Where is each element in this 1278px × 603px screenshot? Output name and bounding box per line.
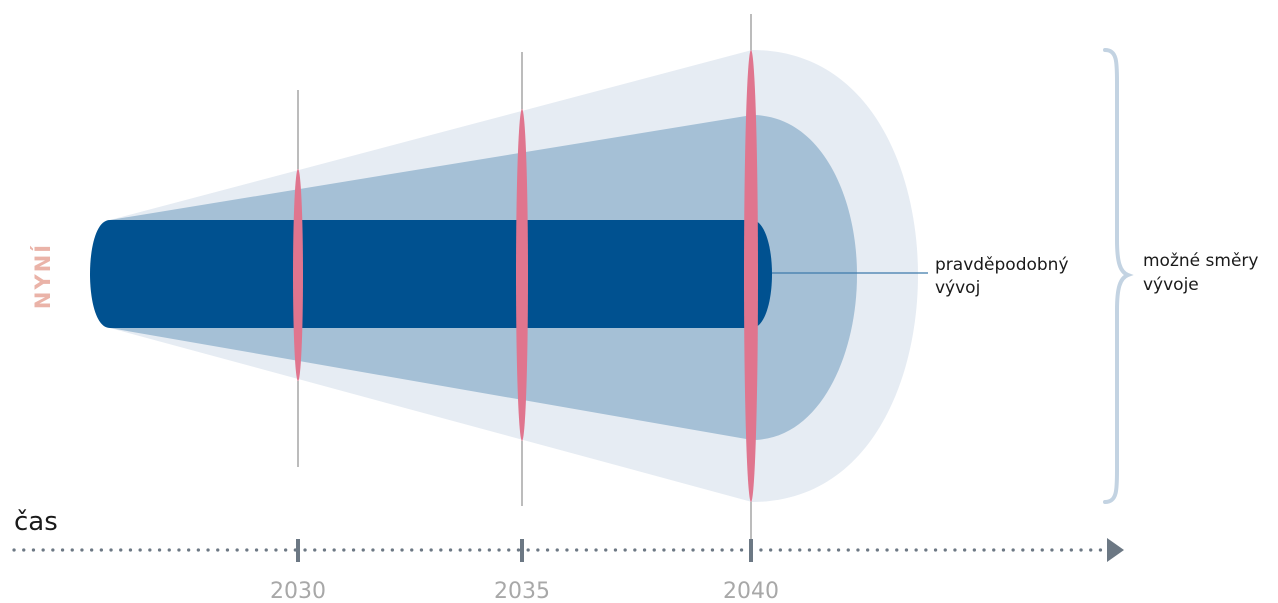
marker-2040 (744, 50, 758, 502)
time-label: čas (14, 507, 58, 537)
year-label-2040: 2040 (723, 579, 779, 603)
year-label-2035: 2035 (494, 579, 550, 603)
marker-2030 (293, 169, 303, 381)
now-label: NYNÍ (30, 243, 55, 309)
tick-2040 (749, 539, 753, 562)
time-axis-arrow-icon (1107, 538, 1124, 562)
likely-label-line1: pravděpodobný (935, 255, 1069, 275)
possible-label-line1: možné směry (1143, 251, 1258, 271)
tick-2035 (520, 539, 524, 562)
marker-2035 (516, 109, 528, 441)
likely-development-bar (90, 220, 772, 328)
year-label-2030: 2030 (270, 579, 326, 603)
tick-2030 (296, 539, 300, 562)
possible-directions-brace (1103, 48, 1134, 504)
likely-label-line2: vývoj (935, 278, 980, 298)
possible-label-line2: vývoje (1143, 275, 1199, 295)
